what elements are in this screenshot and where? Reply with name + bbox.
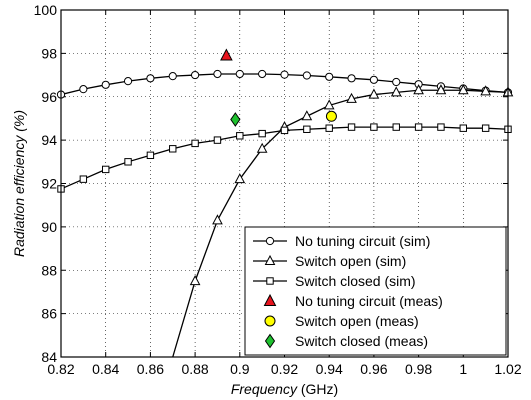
x-tick-label: 0.9 bbox=[230, 361, 250, 377]
series-4 bbox=[325, 110, 337, 122]
legend-marker bbox=[265, 236, 275, 246]
tick-labels: 0.82 0.84 0.86 0.88 0.9 0.92 0.94 0.96 0.98 1 1.02… bbox=[34, 2, 522, 377]
data-point bbox=[435, 84, 447, 95]
data-point bbox=[480, 85, 491, 96]
data-point bbox=[390, 86, 402, 97]
data-point bbox=[413, 84, 424, 95]
data-point bbox=[459, 124, 468, 132]
data-point bbox=[280, 70, 289, 79]
data-point bbox=[123, 77, 133, 86]
x-tick-label: 1.02 bbox=[494, 361, 521, 377]
data-point bbox=[213, 136, 222, 144]
data-point bbox=[189, 275, 201, 286]
data-point bbox=[325, 124, 333, 132]
data-point bbox=[303, 125, 311, 133]
y-tick-label: 94 bbox=[41, 132, 57, 148]
data-point bbox=[347, 123, 356, 131]
data-point bbox=[301, 110, 313, 121]
x-tick-label: 0.94 bbox=[316, 361, 343, 377]
legend-label: No tuning circuit (meas) bbox=[295, 293, 443, 309]
y-tick-label: 84 bbox=[41, 349, 57, 365]
data-point bbox=[258, 129, 266, 138]
data-point bbox=[220, 48, 233, 61]
y-tick-label: 86 bbox=[41, 306, 57, 322]
data-point bbox=[258, 69, 267, 79]
data-point bbox=[457, 84, 469, 95]
x-tick-label: 1 bbox=[459, 361, 467, 377]
x-tick-label: 0.82 bbox=[47, 361, 74, 377]
data-point bbox=[236, 132, 244, 140]
legend-label: Switch closed (sim) bbox=[295, 273, 416, 289]
data-point bbox=[102, 165, 110, 174]
data-point bbox=[235, 69, 244, 79]
data-point bbox=[325, 110, 337, 122]
series-line bbox=[172, 89, 508, 357]
y-tick-label: 100 bbox=[34, 2, 58, 18]
data-point bbox=[191, 139, 199, 148]
data-point bbox=[79, 175, 88, 183]
legend-label: Switch open (meas) bbox=[295, 313, 419, 329]
legend-marker bbox=[263, 293, 277, 306]
data-point bbox=[347, 74, 356, 83]
data-point bbox=[346, 92, 357, 103]
data-point bbox=[212, 214, 223, 225]
data-point bbox=[169, 145, 177, 153]
y-tick-label: 92 bbox=[41, 176, 57, 192]
data-point bbox=[101, 80, 110, 89]
x-tick-label: 0.96 bbox=[360, 361, 387, 377]
legend-marker bbox=[264, 254, 276, 265]
legend-label: Switch open (sim) bbox=[295, 253, 406, 269]
data-point bbox=[79, 85, 88, 94]
x-tick-label: 0.98 bbox=[405, 361, 432, 377]
data-point bbox=[325, 72, 334, 81]
series-1 bbox=[172, 84, 514, 357]
x-axis-label: Frequency (GHz) bbox=[231, 381, 338, 397]
data-point bbox=[146, 151, 155, 160]
data-point bbox=[213, 69, 222, 79]
data-point bbox=[323, 99, 335, 110]
data-point bbox=[368, 88, 380, 99]
data-point bbox=[124, 158, 132, 166]
x-tick-label: 0.84 bbox=[92, 361, 119, 377]
y-axis-label: Radiation efficiency (%) bbox=[11, 110, 27, 257]
legend-label: No tuning circuit (sim) bbox=[295, 233, 430, 249]
data-point bbox=[370, 123, 378, 131]
data-point bbox=[191, 70, 200, 80]
data-point bbox=[414, 123, 423, 131]
series-5 bbox=[230, 112, 241, 127]
legend-label: Switch closed (meas) bbox=[295, 333, 428, 349]
data-point bbox=[481, 124, 490, 132]
y-tick-label: 98 bbox=[41, 45, 57, 61]
data-point bbox=[369, 75, 378, 84]
plot-frame bbox=[60, 9, 509, 358]
data-point bbox=[392, 123, 400, 131]
data-point bbox=[437, 123, 445, 131]
y-tick-label: 90 bbox=[41, 219, 57, 235]
legend-marker bbox=[266, 277, 274, 285]
data-point bbox=[168, 72, 177, 81]
legend-box bbox=[244, 226, 507, 356]
legend-marker bbox=[264, 333, 276, 349]
legend: No tuning circuit (sim) Switch open (sim)… bbox=[244, 226, 507, 356]
data-point bbox=[256, 142, 268, 153]
legend-marker bbox=[264, 315, 276, 327]
x-tick-label: 0.86 bbox=[137, 361, 164, 377]
data-point bbox=[302, 71, 311, 80]
data-point bbox=[392, 77, 401, 87]
y-tick-label: 88 bbox=[41, 262, 57, 278]
data-point bbox=[234, 173, 246, 184]
series-3 bbox=[220, 48, 233, 61]
x-tick-label: 0.92 bbox=[271, 361, 298, 377]
data-point bbox=[230, 112, 241, 127]
data-point bbox=[146, 74, 155, 83]
data-point bbox=[280, 126, 289, 135]
x-tick-label: 0.88 bbox=[181, 361, 208, 377]
y-tick-label: 96 bbox=[41, 89, 57, 105]
